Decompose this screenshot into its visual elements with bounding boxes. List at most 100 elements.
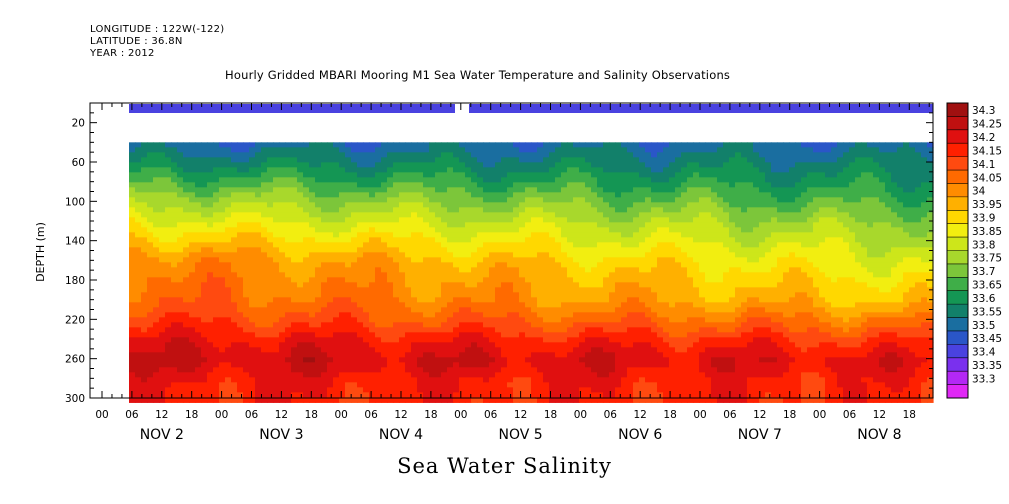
- salinity-cell: [411, 147, 418, 153]
- salinity-cell: [267, 252, 274, 258]
- salinity-cell: [441, 297, 448, 303]
- salinity-cell: [141, 177, 148, 183]
- salinity-cell: [525, 177, 532, 183]
- salinity-cell: [159, 297, 166, 303]
- salinity-cell: [507, 172, 514, 178]
- salinity-cell: [237, 297, 244, 303]
- salinity-cell: [153, 327, 160, 333]
- salinity-cell: [153, 307, 160, 313]
- salinity-cell: [705, 142, 712, 148]
- salinity-cell: [459, 287, 466, 293]
- salinity-cell: [261, 197, 268, 203]
- salinity-cell: [639, 327, 646, 333]
- salinity-cell: [507, 397, 514, 403]
- salinity-cell: [681, 397, 688, 403]
- salinity-cell: [621, 377, 628, 383]
- salinity-cell: [297, 397, 304, 403]
- salinity-cell: [243, 352, 250, 358]
- salinity-cell: [315, 147, 322, 153]
- salinity-cell: [207, 222, 214, 228]
- salinity-cell: [567, 252, 574, 258]
- salinity-cell: [207, 357, 214, 363]
- salinity-cell: [423, 257, 430, 263]
- salinity-cell: [261, 177, 268, 183]
- salinity-cell: [327, 252, 334, 258]
- salinity-cell: [309, 197, 316, 203]
- salinity-cell: [669, 217, 676, 223]
- salinity-cell: [261, 342, 268, 348]
- salinity-cell: [189, 312, 196, 318]
- salinity-cell: [699, 152, 706, 158]
- salinity-cell: [195, 182, 202, 188]
- salinity-cell: [471, 187, 478, 193]
- salinity-cell: [495, 152, 502, 158]
- salinity-cell: [171, 387, 178, 393]
- salinity-cell: [549, 197, 556, 203]
- salinity-cell: [621, 172, 628, 178]
- salinity-cell: [351, 262, 358, 268]
- salinity-cell: [369, 287, 376, 293]
- salinity-cell: [549, 332, 556, 338]
- salinity-cell: [573, 347, 580, 353]
- salinity-cell: [627, 232, 634, 238]
- salinity-cell: [495, 197, 502, 203]
- salinity-cell: [381, 392, 388, 398]
- salinity-cell: [135, 287, 142, 293]
- salinity-cell: [189, 347, 196, 353]
- salinity-cell: [267, 177, 274, 183]
- salinity-cell: [429, 142, 436, 148]
- salinity-cell: [579, 207, 586, 213]
- salinity-cell: [345, 347, 352, 353]
- salinity-cell: [387, 367, 394, 373]
- salinity-cell: [225, 397, 232, 403]
- salinity-cell: [591, 142, 598, 148]
- salinity-cell: [375, 362, 382, 368]
- salinity-cell: [309, 372, 316, 378]
- salinity-cell: [213, 157, 220, 163]
- salinity-cell: [201, 212, 208, 218]
- salinity-cell: [165, 207, 172, 213]
- salinity-cell: [363, 397, 370, 403]
- salinity-cell: [453, 377, 460, 383]
- salinity-cell: [561, 352, 568, 358]
- salinity-cell: [495, 222, 502, 228]
- salinity-cell: [513, 347, 520, 353]
- salinity-cell: [639, 192, 646, 198]
- salinity-cell: [579, 392, 586, 398]
- salinity-cell: [261, 382, 268, 388]
- salinity-cell: [693, 377, 700, 383]
- salinity-cell: [363, 392, 370, 398]
- salinity-cell: [369, 237, 376, 243]
- salinity-cell: [147, 347, 154, 353]
- salinity-cell: [207, 337, 214, 343]
- salinity-cell: [303, 387, 310, 393]
- salinity-cell: [279, 367, 286, 373]
- salinity-cell: [555, 227, 562, 233]
- salinity-cell: [477, 312, 484, 318]
- salinity-cell: [543, 157, 550, 163]
- salinity-cell: [387, 227, 394, 233]
- salinity-cell: [453, 312, 460, 318]
- salinity-cell: [405, 312, 412, 318]
- salinity-cell: [261, 312, 268, 318]
- salinity-cell: [657, 222, 664, 228]
- salinity-cell: [429, 297, 436, 303]
- salinity-cell: [441, 302, 448, 308]
- salinity-cell: [303, 307, 310, 313]
- salinity-cell: [573, 277, 580, 283]
- salinity-cell: [369, 227, 376, 233]
- salinity-cell: [513, 257, 520, 263]
- salinity-cell: [303, 282, 310, 288]
- salinity-cell: [267, 312, 274, 318]
- salinity-cell: [267, 297, 274, 303]
- salinity-cell: [609, 302, 616, 308]
- salinity-cell: [153, 312, 160, 318]
- salinity-cell: [369, 162, 376, 168]
- salinity-cell: [291, 352, 298, 358]
- salinity-cell: [435, 287, 442, 293]
- salinity-cell: [645, 297, 652, 303]
- salinity-cell: [537, 222, 544, 228]
- salinity-cell: [285, 362, 292, 368]
- salinity-cell: [597, 322, 604, 328]
- salinity-cell: [561, 212, 568, 218]
